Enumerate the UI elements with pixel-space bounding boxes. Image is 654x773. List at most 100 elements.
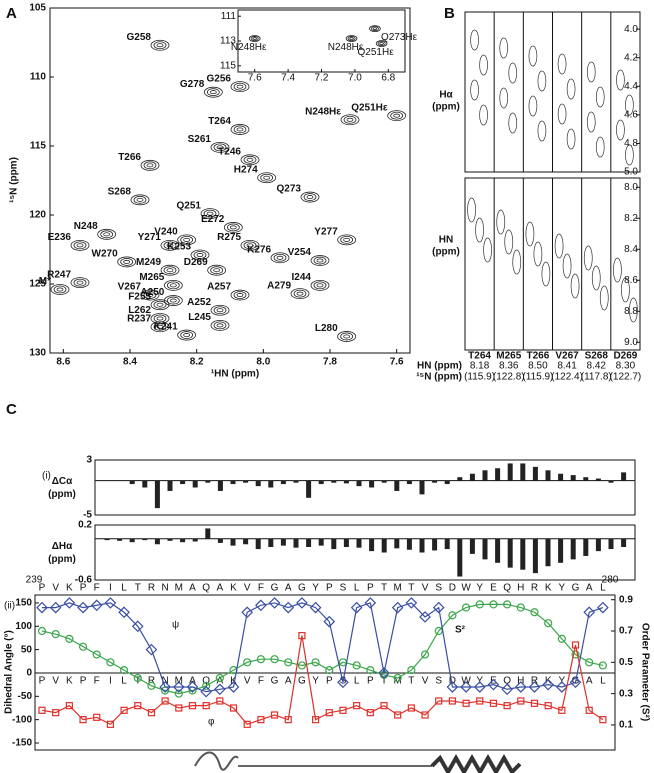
sequence-letter-small: P xyxy=(39,676,46,687)
peak-contour xyxy=(76,243,84,248)
peak-contour xyxy=(169,298,177,303)
sequence-letter: W xyxy=(461,583,471,594)
x-tick-label: 7.8 xyxy=(323,357,337,368)
strip-residue: T264 xyxy=(468,351,491,362)
y-tick-label: 4.0 xyxy=(624,24,638,35)
strip-contour xyxy=(525,221,535,247)
s2-point xyxy=(106,658,115,667)
y-axis-label: HN xyxy=(439,235,453,246)
sequence-letter: N xyxy=(162,583,169,594)
y-axis-label: (ppm) xyxy=(48,554,76,565)
bar xyxy=(495,468,501,481)
psi-point xyxy=(145,643,158,656)
sequence-letter: I xyxy=(109,583,112,594)
s2-point xyxy=(51,630,60,639)
y2-tick-label: 0.3 xyxy=(619,688,633,699)
strip-hn: 8.36 xyxy=(499,361,519,372)
bar xyxy=(343,538,349,547)
peak-contour xyxy=(233,291,247,299)
bar xyxy=(268,538,274,547)
sequence-letter-small: Y xyxy=(559,676,566,687)
peak-contour xyxy=(213,143,227,152)
bar xyxy=(369,538,375,552)
inset-y-tick-label: 111 xyxy=(221,11,237,22)
phi-point xyxy=(79,716,87,724)
peak-label: S268 xyxy=(108,186,132,197)
sequence-letter: P xyxy=(39,583,46,594)
bar xyxy=(432,480,438,483)
phi-point xyxy=(257,716,265,724)
bar xyxy=(570,475,576,481)
psi-point xyxy=(36,601,48,614)
sequence-letter-small: R xyxy=(148,676,155,687)
strip-contour xyxy=(479,104,488,126)
psi-point xyxy=(337,676,349,689)
peak-contour xyxy=(337,331,357,342)
sequence-letter-small: K xyxy=(545,676,552,687)
peak-contour xyxy=(246,243,254,248)
s2-point xyxy=(284,658,293,667)
peak-contour xyxy=(207,264,227,276)
sequence-letter: G xyxy=(572,583,580,594)
bar xyxy=(180,480,186,485)
strip-n15: (122.7) xyxy=(610,372,642,383)
bar xyxy=(180,538,186,543)
bar xyxy=(280,480,286,485)
s2-point xyxy=(297,661,307,670)
bar xyxy=(356,480,362,487)
peak-contour xyxy=(70,239,90,251)
sequence-letter: Q xyxy=(202,583,210,594)
y-tick-label: 8.4 xyxy=(624,244,638,255)
peak-contour xyxy=(70,277,90,289)
sequence-letter-small: P xyxy=(367,676,374,687)
peak-contour xyxy=(163,279,183,291)
peak-contour xyxy=(190,249,210,261)
bar xyxy=(520,538,526,570)
bar xyxy=(205,528,211,539)
s2-point xyxy=(119,666,129,675)
bar xyxy=(545,538,551,567)
strip-contour xyxy=(557,103,567,125)
peak-label: K241 xyxy=(154,322,178,333)
peak-contour xyxy=(97,228,117,240)
peak-contour xyxy=(310,279,330,291)
s2-point xyxy=(461,603,471,612)
s2-point xyxy=(366,666,375,675)
sequence-letter: T xyxy=(381,583,387,594)
peak-contour xyxy=(150,39,170,51)
psi-point xyxy=(255,599,267,612)
sequence-letter: P xyxy=(367,583,374,594)
sequence-letter-small: G xyxy=(271,676,279,687)
phi-point xyxy=(202,702,210,710)
sequence-letter: R xyxy=(531,583,538,594)
peak-contour xyxy=(233,125,247,134)
peak-contour xyxy=(226,223,240,232)
sequence-letter: Q xyxy=(503,583,511,594)
peak-contour xyxy=(216,145,224,150)
bar xyxy=(129,538,135,543)
strip-contour xyxy=(475,217,484,243)
phi-point xyxy=(489,699,498,707)
peak-label: M265 xyxy=(139,272,164,283)
phi-point xyxy=(188,702,197,710)
phi-point xyxy=(571,641,580,649)
psi-point xyxy=(569,676,582,689)
peak-label: T266 xyxy=(118,152,141,163)
peak-contour xyxy=(160,239,180,251)
peak-contour xyxy=(387,110,407,122)
peak-contour xyxy=(229,225,237,230)
bar xyxy=(306,538,312,547)
peak-label: S261 xyxy=(188,134,212,145)
psi-point xyxy=(104,597,117,609)
peak-contour xyxy=(252,37,257,40)
psi-point xyxy=(90,599,103,612)
peak-contour xyxy=(349,37,354,40)
peak-contour xyxy=(270,252,290,264)
bar xyxy=(205,480,211,483)
s2-point xyxy=(352,661,361,670)
y-tick-label: 4.4 xyxy=(624,81,638,92)
strip-contour xyxy=(496,209,506,235)
sequence-letter-small: F xyxy=(258,676,264,687)
bar xyxy=(432,538,438,551)
peak-label: R237 xyxy=(127,313,151,324)
